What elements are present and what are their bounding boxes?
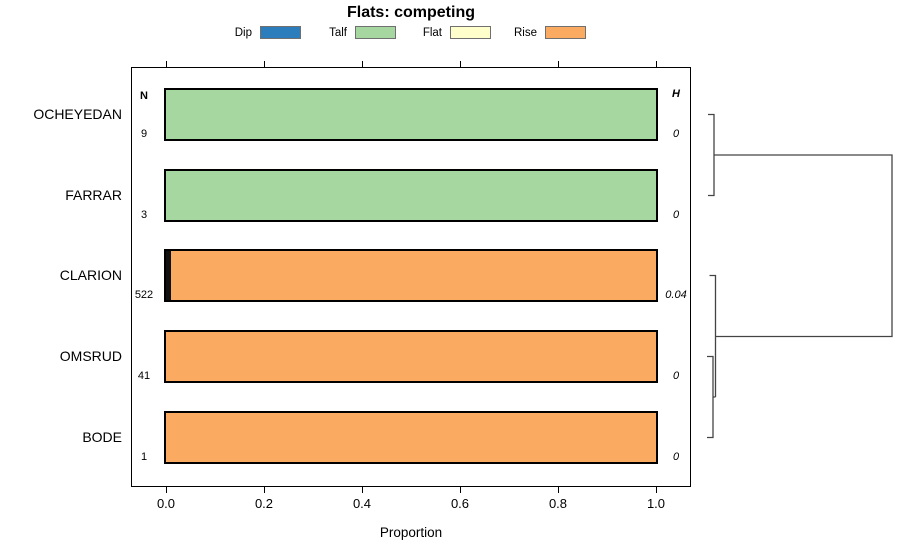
legend-label-flat: Flat	[422, 27, 442, 39]
h-value-ocheyedan: 0	[672, 128, 680, 140]
h-value-farrar: 0	[672, 209, 680, 221]
bar-farrar	[164, 169, 658, 222]
n-value-bode: 1	[140, 451, 148, 463]
x-axis-tick-top	[655, 61, 657, 67]
x-axis-tick	[165, 487, 167, 493]
bar-bode	[164, 411, 658, 464]
bar-omsrud	[164, 330, 658, 383]
legend-label-talf: Talf	[329, 27, 347, 39]
n-value-clarion: 522	[134, 289, 154, 301]
x-axis-tick-top	[459, 61, 461, 67]
h-value-omsrud: 0	[672, 370, 680, 382]
bar-clarion	[164, 249, 658, 302]
bar-sliver	[166, 251, 171, 300]
x-tick-label: 0.8	[548, 496, 568, 511]
legend-swatch-rise	[545, 26, 586, 39]
bar-ocheyedan	[164, 88, 658, 141]
ylabel-bode: BODE	[82, 429, 122, 445]
legend-swatch-dip	[260, 26, 301, 39]
chart-title: Flats: competing	[346, 4, 475, 21]
x-axis-tick	[655, 487, 657, 493]
h-value-clarion: 0.04	[665, 289, 687, 301]
x-axis-tick-top	[263, 61, 265, 67]
ylabel-omsrud: OMSRUD	[59, 348, 122, 364]
x-axis-tick	[263, 487, 265, 493]
ylabel-farrar: FARRAR	[65, 187, 122, 203]
h-value-bode: 0	[672, 451, 680, 463]
legend-label-dip: Dip	[234, 27, 252, 39]
h-column-header: H	[672, 88, 680, 100]
plot-area	[131, 67, 691, 487]
n-value-ocheyedan: 9	[140, 128, 148, 140]
x-axis-tick-top	[557, 61, 559, 67]
x-tick-label: 0.6	[450, 496, 470, 511]
x-axis-tick	[459, 487, 461, 493]
x-tick-label: 0.2	[254, 496, 274, 511]
ylabel-ocheyedan: OCHEYEDAN	[33, 106, 122, 122]
legend-swatch-talf	[355, 26, 396, 39]
x-axis-tick-top	[361, 61, 363, 67]
x-tick-label: 1.0	[646, 496, 666, 511]
n-value-omsrud: 41	[137, 370, 151, 382]
legend-label-rise: Rise	[513, 27, 537, 39]
x-axis-tick	[361, 487, 363, 493]
x-axis-title: Proportion	[379, 525, 443, 540]
x-axis-tick	[557, 487, 559, 493]
dendrogram-lines	[707, 113, 893, 439]
n-value-farrar: 3	[140, 209, 148, 221]
x-tick-label: 0.4	[352, 496, 372, 511]
ylabel-clarion: CLARION	[59, 267, 122, 283]
x-tick-label: 0.0	[156, 496, 176, 511]
n-column-header: N	[140, 90, 148, 102]
x-axis-tick-top	[165, 61, 167, 67]
legend-swatch-flat	[450, 26, 491, 39]
